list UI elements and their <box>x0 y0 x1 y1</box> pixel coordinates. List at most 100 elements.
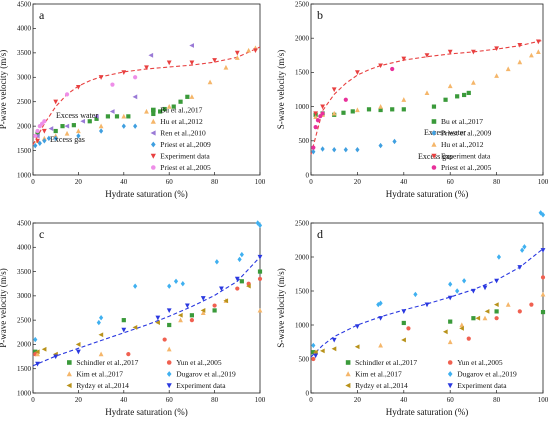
data-point <box>517 309 522 314</box>
data-point <box>253 48 258 54</box>
data-point <box>447 83 453 89</box>
data-point <box>167 283 172 289</box>
series-4 <box>313 302 499 355</box>
data-point <box>447 295 453 301</box>
data-point <box>390 107 395 112</box>
series-5 <box>313 248 546 359</box>
legend-label: Priest et al.,2005 <box>160 163 211 172</box>
legend-marker <box>431 141 437 147</box>
data-point <box>517 265 523 270</box>
annotation-text: Excess gas <box>418 152 453 161</box>
data-point <box>246 283 251 289</box>
data-point <box>155 320 160 325</box>
data-point <box>535 49 541 54</box>
y-tick-label: 1500 <box>295 287 310 295</box>
data-point <box>98 75 104 80</box>
data-point <box>189 318 194 323</box>
data-point <box>189 94 195 99</box>
data-point <box>443 97 448 102</box>
y-tick-label: 500 <box>299 355 310 363</box>
data-point <box>234 276 240 282</box>
data-point <box>313 349 318 355</box>
data-point <box>378 63 383 69</box>
x-tick-label: 0 <box>31 396 35 404</box>
legend-label: Priest et al.,2005 <box>441 163 492 172</box>
data-point <box>413 291 418 298</box>
data-point <box>355 70 360 75</box>
series-1 <box>33 276 263 357</box>
trend-line <box>32 256 261 367</box>
data-point <box>94 116 99 121</box>
series-2 <box>35 298 263 357</box>
y-tick-label: 0 <box>306 171 310 179</box>
data-point <box>494 302 499 307</box>
panel-d: 0 20 40 60 80 10005001000150020002500Hydrate … <box>276 210 549 417</box>
data-point <box>184 303 190 309</box>
data-point <box>64 92 70 97</box>
legend: Bu et al.,2017 Hu et al.,2012 Ren et al.,2… <box>150 106 211 172</box>
x-tick-label: 40 <box>400 178 408 186</box>
legend-marker <box>67 360 72 365</box>
data-point <box>313 125 318 130</box>
data-point <box>471 80 476 85</box>
data-point <box>355 324 360 329</box>
data-point <box>178 317 183 323</box>
data-point <box>401 97 407 102</box>
x-tick-label: 80 <box>493 178 501 186</box>
data-point <box>105 114 111 119</box>
y-tick-label: 4000 <box>17 25 32 33</box>
trend-line <box>310 39 544 155</box>
data-point <box>517 42 523 48</box>
x-tick-label: 100 <box>255 396 266 404</box>
data-point <box>466 336 471 341</box>
data-point <box>185 94 190 99</box>
data-point <box>378 142 383 149</box>
y-tick-label: 2500 <box>295 219 310 227</box>
data-point <box>235 286 240 291</box>
data-point <box>177 312 183 318</box>
data-point <box>219 286 224 292</box>
x-tick-label: 100 <box>538 178 549 186</box>
data-point <box>455 288 460 294</box>
data-point <box>33 336 38 343</box>
data-point <box>475 315 481 321</box>
x-tick-label: 60 <box>166 178 174 186</box>
data-point <box>471 316 476 321</box>
x-tick-label: 60 <box>166 396 174 404</box>
data-point <box>223 64 229 70</box>
data-point <box>35 361 40 367</box>
x-axis-label: Hydrate saturation (%) <box>386 407 468 417</box>
x-tick-label: 20 <box>75 396 83 404</box>
y-tick-label: 2500 <box>17 98 32 106</box>
data-point <box>80 118 86 124</box>
data-point <box>171 104 176 109</box>
data-point <box>257 254 263 260</box>
trend-line <box>32 46 261 145</box>
data-point <box>33 142 38 149</box>
legend-label: Yun et al.,2005 <box>457 358 503 367</box>
data-point <box>189 60 195 66</box>
series-3 <box>311 210 546 349</box>
data-point <box>529 52 534 58</box>
data-point <box>33 133 38 139</box>
legend-label: Bu et al.,2017 <box>441 117 483 126</box>
data-point <box>540 275 546 280</box>
panel-letter: c <box>39 227 44 241</box>
data-point <box>448 319 453 324</box>
series-3 <box>33 220 263 343</box>
data-point <box>520 247 525 253</box>
data-point <box>331 346 337 352</box>
data-point <box>132 325 138 330</box>
data-point <box>99 128 104 134</box>
data-point <box>320 348 325 354</box>
data-point <box>121 113 127 119</box>
data-point <box>494 316 499 321</box>
legend-label: Kim et al.,2017 <box>355 370 402 379</box>
y-tick-label: 3000 <box>17 292 32 300</box>
data-point <box>311 149 316 155</box>
series-3 <box>313 39 541 117</box>
data-point <box>64 130 70 136</box>
series-0 <box>311 309 546 355</box>
data-point <box>41 346 47 352</box>
legend-label: Experiment data <box>457 381 507 390</box>
